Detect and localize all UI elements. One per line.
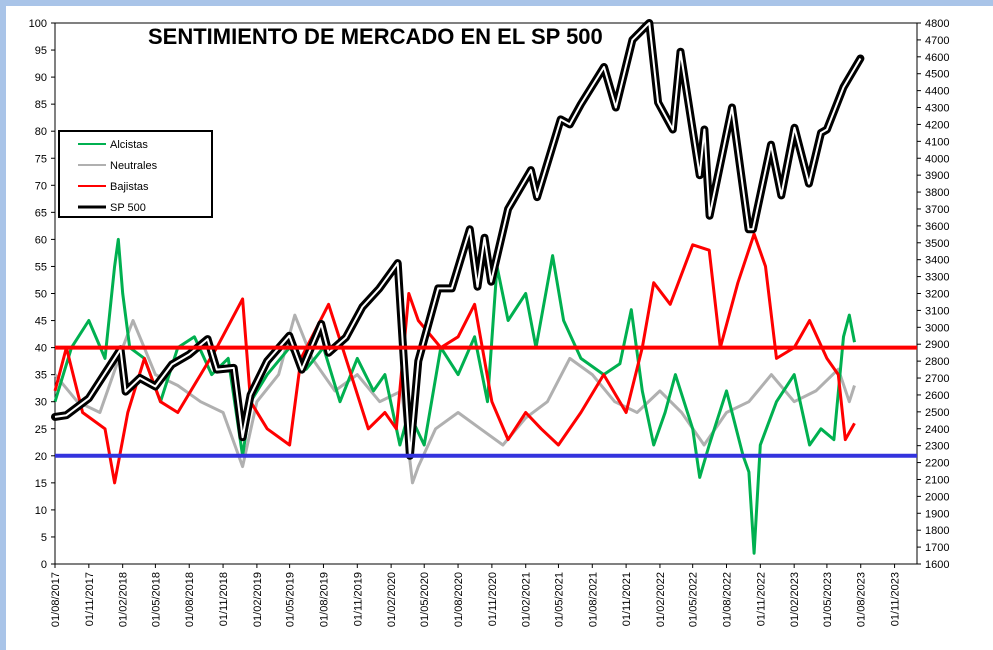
x-tick-label: 01/08/2019 (318, 572, 330, 627)
left-tick-label: 75 (35, 153, 47, 165)
left-tick-label: 50 (35, 289, 47, 301)
right-tick-label: 2000 (925, 491, 949, 503)
left-tick-label: 60 (35, 234, 47, 246)
right-tick-label: 4700 (925, 35, 949, 47)
left-tick-label: 5 (41, 532, 47, 544)
legend: Alcistas Neutrales Bajistas SP 500 (58, 130, 213, 218)
left-tick-label: 65 (35, 207, 47, 219)
x-tick-label: 01/11/2017 (84, 572, 96, 626)
left-tick-label: 45 (35, 316, 47, 328)
right-tick-label: 3100 (925, 305, 949, 317)
right-tick-label: 4500 (925, 69, 949, 81)
x-tick-label: 01/11/2021 (621, 572, 633, 626)
left-tick-label: 85 (35, 99, 47, 111)
left-tick-label: 25 (35, 424, 47, 436)
left-tick-label: 90 (35, 72, 47, 84)
series-line-neutrales (53, 313, 856, 485)
left-tick-label: 55 (35, 261, 47, 273)
left-axis-ticks: 0 5 10 15 20 25 30 35 40 45 50 55 60 65 70 75 80 85 90 95 10… (29, 18, 55, 571)
right-tick-label: 3300 (925, 272, 949, 284)
x-tick-label: 01/11/2022 (755, 572, 767, 626)
right-tick-label: 2800 (925, 356, 949, 368)
right-tick-label: 4600 (925, 52, 949, 64)
right-tick-label: 2300 (925, 441, 949, 453)
legend-box (58, 130, 213, 218)
right-tick-label: 4400 (925, 86, 949, 98)
sentiment-chart: 0 5 10 15 20 25 30 35 40 45 50 55 60 65 70 75 80 85 90 95 10… (29, 18, 950, 627)
legend-label: SP 500 (110, 202, 146, 214)
right-axis-ticks: 1600 1700 1800 1900 2000 2100 2200 2300 2400 2500… (917, 18, 949, 571)
right-tick-label: 1700 (925, 542, 949, 554)
right-tick-label: 3200 (925, 289, 949, 301)
right-tick-label: 1900 (925, 508, 949, 520)
x-tick-label: 01/11/2023 (890, 572, 902, 626)
right-tick-label: 3700 (925, 204, 949, 216)
x-axis-ticks: 01/08/2017 01/11/2017 01/02/2018 01/05/2018… (50, 564, 902, 627)
left-tick-label: 20 (35, 451, 47, 463)
right-tick-label: 2500 (925, 407, 949, 419)
left-tick-label: 70 (35, 180, 47, 192)
right-tick-label: 4100 (925, 136, 949, 148)
x-tick-label: 01/05/2019 (285, 572, 297, 627)
x-tick-label: 01/08/2020 (453, 572, 465, 627)
x-tick-label: 01/02/2023 (789, 572, 801, 627)
plot-area (54, 22, 918, 565)
left-tick-label: 30 (35, 397, 47, 409)
x-tick-label: 01/11/2020 (487, 572, 499, 626)
left-tick-label: 0 (41, 559, 47, 571)
right-tick-label: 2100 (925, 474, 949, 486)
right-tick-label: 4300 (925, 103, 949, 115)
x-tick-label: 01/02/2018 (118, 572, 130, 627)
right-tick-label: 4800 (925, 18, 949, 30)
x-tick-label: 01/05/2021 (553, 572, 565, 627)
x-tick-label: 01/02/2022 (655, 572, 667, 627)
x-tick-label: 01/08/2023 (856, 572, 868, 627)
left-tick-label: 100 (29, 18, 47, 30)
right-tick-label: 2700 (925, 373, 949, 385)
left-tick-label: 40 (35, 343, 47, 355)
series-line-sp-500-core (54, 22, 862, 457)
x-tick-label: 01/02/2019 (252, 572, 264, 627)
left-tick-label: 80 (35, 126, 47, 138)
x-tick-label: 01/05/2023 (822, 572, 834, 627)
x-tick-label: 01/05/2018 (150, 572, 162, 627)
legend-label: Neutrales (110, 160, 158, 172)
right-tick-label: 2200 (925, 458, 949, 470)
right-tick-label: 3900 (925, 170, 949, 182)
left-tick-label: 35 (35, 370, 47, 382)
legend-label: Alcistas (110, 139, 148, 151)
right-tick-label: 3500 (925, 238, 949, 250)
right-tick-label: 3000 (925, 322, 949, 334)
right-tick-label: 4200 (925, 119, 949, 131)
left-tick-label: 15 (35, 478, 47, 490)
right-tick-label: 3400 (925, 255, 949, 267)
x-tick-label: 01/08/2022 (722, 572, 734, 627)
right-tick-label: 4000 (925, 153, 949, 165)
right-tick-label: 2400 (925, 424, 949, 436)
right-tick-label: 1600 (925, 559, 949, 571)
series-line-bajistas (53, 232, 856, 485)
x-tick-label: 01/08/2021 (587, 572, 599, 627)
right-tick-label: 2600 (925, 390, 949, 402)
x-tick-label: 01/11/2019 (352, 572, 364, 626)
left-tick-label: 95 (35, 45, 47, 57)
chart-frame: 0 5 10 15 20 25 30 35 40 45 50 55 60 65 70 75 80 85 90 95 10… (6, 6, 993, 650)
x-tick-label: 01/11/2018 (218, 572, 230, 626)
chart-title: SENTIMIENTO DE MERCADO EN EL SP 500 (148, 24, 603, 49)
x-tick-label: 01/02/2020 (386, 572, 398, 627)
x-tick-label: 01/05/2022 (688, 572, 700, 627)
legend-label: Bajistas (110, 181, 149, 193)
right-tick-label: 3600 (925, 221, 949, 233)
x-tick-label: 01/08/2018 (184, 572, 196, 627)
left-tick-label: 10 (35, 505, 47, 517)
right-tick-label: 3800 (925, 187, 949, 199)
x-tick-label: 01/02/2021 (521, 572, 533, 627)
right-tick-label: 2900 (925, 339, 949, 351)
right-tick-label: 1800 (925, 525, 949, 537)
reference-lines (55, 345, 917, 458)
x-tick-label: 01/08/2017 (50, 572, 62, 627)
x-tick-label: 01/05/2020 (419, 572, 431, 627)
